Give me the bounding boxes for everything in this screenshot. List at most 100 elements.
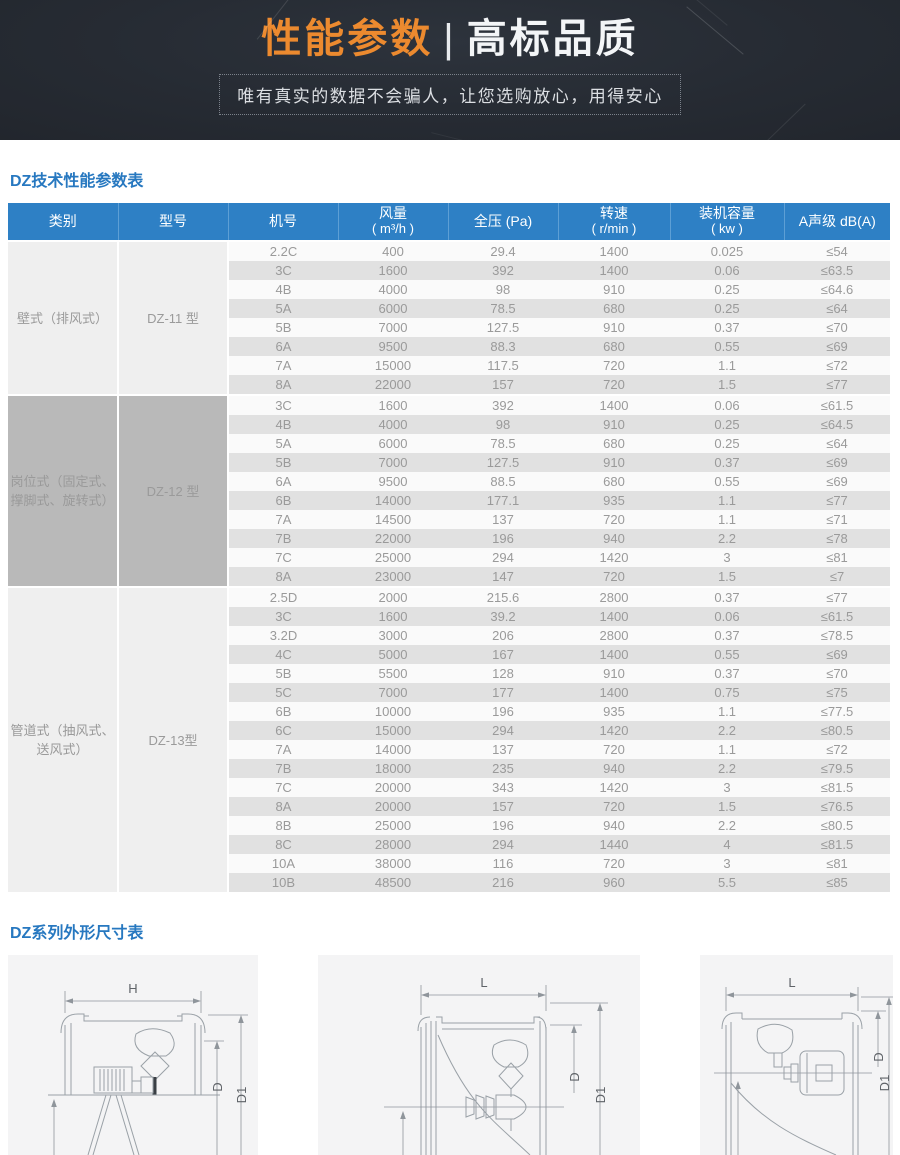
- noise-level-cell: ≤77.5: [784, 702, 890, 721]
- installed-power-cell: 1.5: [670, 567, 784, 587]
- installed-power-cell: 1.1: [670, 740, 784, 759]
- noise-level-cell: ≤81.5: [784, 835, 890, 854]
- installed-power-cell: 0.37: [670, 453, 784, 472]
- total-pressure-cell: 392: [448, 394, 558, 415]
- noise-level-cell: ≤81: [784, 548, 890, 567]
- total-pressure-cell: 88.5: [448, 472, 558, 491]
- col-header-air-volume: 风量( m³/h ): [337, 203, 448, 241]
- spec-table-header: 类别 型号 机号 风量( m³/h ) 全压 (Pa) 转速( r/min ) …: [8, 203, 890, 241]
- speed-cell: 910: [558, 664, 670, 683]
- speed-cell: 1420: [558, 548, 670, 567]
- air-volume-cell: 14000: [338, 491, 448, 510]
- air-volume-cell: 14000: [338, 740, 448, 759]
- air-volume-cell: 22000: [338, 375, 448, 395]
- col-header-speed: 转速( r/min ): [557, 203, 670, 241]
- air-volume-cell: 5000: [338, 645, 448, 664]
- installed-power-cell: 0.55: [670, 472, 784, 491]
- total-pressure-cell: 177.1: [448, 491, 558, 510]
- air-volume-cell: 10000: [338, 702, 448, 721]
- dimension-section-title: DZ系列外形尺寸表: [10, 925, 144, 942]
- speed-cell: 910: [558, 318, 670, 337]
- spec-table: 类别 型号 机号 风量( m³/h ) 全压 (Pa) 转速( r/min ) …: [8, 203, 890, 892]
- dim-label-d1: D1: [877, 1075, 892, 1092]
- noise-level-cell: ≤7: [784, 567, 890, 587]
- noise-level-cell: ≤69: [784, 453, 890, 472]
- installed-power-cell: 0.025: [670, 240, 784, 261]
- total-pressure-cell: 196: [448, 529, 558, 548]
- total-pressure-cell: 235: [448, 759, 558, 778]
- air-volume-cell: 1600: [338, 607, 448, 626]
- noise-level-cell: ≤63.5: [784, 261, 890, 280]
- table-row: 6B 14000 177.1 935 1.1 ≤77: [8, 491, 890, 510]
- machine-no-cell: 7B: [228, 529, 338, 548]
- machine-no-cell: 8C: [228, 835, 338, 854]
- speed-cell: 935: [558, 491, 670, 510]
- installed-power-cell: 0.75: [670, 683, 784, 702]
- total-pressure-cell: 39.2: [448, 607, 558, 626]
- table-row: 8A 22000 157 720 1.5 ≤77: [8, 375, 890, 395]
- table-row: 7A 15000 117.5 720 1.1 ≤72: [8, 356, 890, 375]
- machine-no-cell: 6B: [228, 702, 338, 721]
- noise-level-cell: ≤64.6: [784, 280, 890, 299]
- noise-level-cell: ≤72: [784, 740, 890, 759]
- machine-no-cell: 5C: [228, 683, 338, 702]
- noise-level-cell: ≤72: [784, 356, 890, 375]
- noise-level-cell: ≤77: [784, 586, 890, 607]
- noise-level-cell: ≤70: [784, 664, 890, 683]
- machine-no-cell: 5A: [228, 299, 338, 318]
- col-header-model: 型号: [117, 203, 228, 241]
- noise-level-cell: ≤77: [784, 491, 890, 510]
- table-row: 10B 48500 216 960 5.5 ≤85: [8, 873, 890, 892]
- total-pressure-cell: 294: [448, 835, 558, 854]
- speed-cell: 940: [558, 759, 670, 778]
- air-volume-cell: 22000: [338, 529, 448, 548]
- installed-power-cell: 3: [670, 854, 784, 873]
- noise-level-cell: ≤75: [784, 683, 890, 702]
- speed-cell: 680: [558, 434, 670, 453]
- table-row: 3C 1600 392 1400 0.06 ≤63.5: [8, 261, 890, 280]
- table-row: 8B 25000 196 940 2.2 ≤80.5: [8, 816, 890, 835]
- banner-title-rest: 高标品质: [466, 17, 639, 61]
- installed-power-cell: 0.06: [670, 394, 784, 415]
- table-row: 6C 15000 294 1420 2.2 ≤80.5: [8, 721, 890, 740]
- noise-level-cell: ≤61.5: [784, 394, 890, 415]
- banner-subtitle: 唯有真实的数据不会骗人，让您选购放心，用得安心: [219, 74, 681, 115]
- machine-no-cell: 4C: [228, 645, 338, 664]
- air-volume-cell: 9500: [338, 472, 448, 491]
- hero-banner: 性能参数 | 高标品质 唯有真实的数据不会骗人，让您选购放心，用得安心: [0, 0, 900, 140]
- machine-no-cell: 5A: [228, 434, 338, 453]
- speed-cell: 910: [558, 453, 670, 472]
- installed-power-cell: 3: [670, 548, 784, 567]
- air-volume-cell: 18000: [338, 759, 448, 778]
- total-pressure-cell: 196: [448, 702, 558, 721]
- total-pressure-cell: 116: [448, 854, 558, 873]
- table-row: 7B 22000 196 940 2.2 ≤78: [8, 529, 890, 548]
- table-row: 6B 10000 196 935 1.1 ≤77.5: [8, 702, 890, 721]
- speed-cell: 935: [558, 702, 670, 721]
- table-row: 5B 7000 127.5 910 0.37 ≤69: [8, 453, 890, 472]
- machine-no-cell: 6A: [228, 337, 338, 356]
- col-header-total-pressure: 全压 (Pa): [447, 203, 558, 241]
- total-pressure-cell: 137: [448, 740, 558, 759]
- noise-level-cell: ≤81.5: [784, 778, 890, 797]
- machine-no-cell: 5B: [228, 664, 338, 683]
- total-pressure-cell: 157: [448, 375, 558, 395]
- table-row: 6A 9500 88.5 680 0.55 ≤69: [8, 472, 890, 491]
- model-cell: DZ-13型: [118, 586, 229, 892]
- speed-cell: 720: [558, 854, 670, 873]
- total-pressure-cell: 157: [448, 797, 558, 816]
- banner-title: 性能参数 | 高标品质: [0, 0, 900, 63]
- air-volume-cell: 14500: [338, 510, 448, 529]
- speed-cell: 720: [558, 797, 670, 816]
- air-volume-cell: 1600: [338, 261, 448, 280]
- table-row: 壁式（排风式） DZ-11 型 2.2C 400 29.4 1400 0.025 ≤54: [8, 240, 890, 395]
- air-volume-cell: 7000: [338, 453, 448, 472]
- col-header-category: 类别: [8, 203, 118, 241]
- speed-cell: 940: [558, 529, 670, 548]
- machine-no-cell: 3.2D: [228, 626, 338, 645]
- table-row: 管道式（抽风式、送风式） DZ-13型 2.5D 2000 215.6 2800 0.37 ≤…: [8, 586, 890, 892]
- installed-power-cell: 1.5: [670, 375, 784, 395]
- speed-cell: 720: [558, 740, 670, 759]
- noise-level-cell: ≤64: [784, 299, 890, 318]
- table-row: 5B 7000 127.5 910 0.37 ≤70: [8, 318, 890, 337]
